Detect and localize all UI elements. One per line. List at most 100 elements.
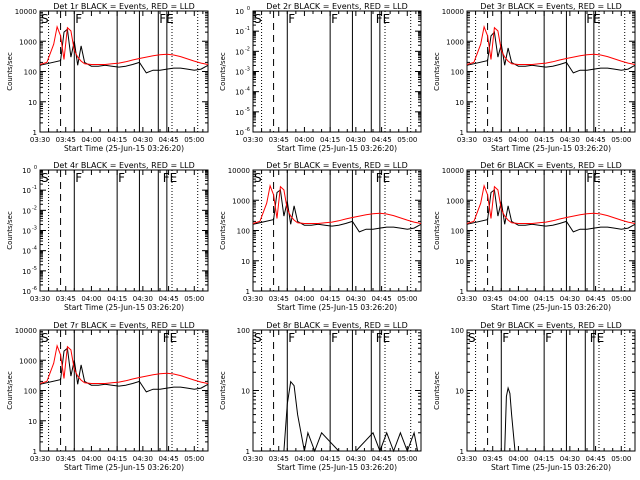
x-tick-label: 03:30: [243, 136, 263, 144]
y-tick-exponent: -2: [245, 46, 250, 52]
x-tick-label: 04:15: [107, 455, 127, 463]
y-axis-label: Counts/sec: [6, 211, 14, 250]
marker-label: F: [75, 12, 82, 26]
y-tick-exponent: -5: [32, 266, 37, 272]
marker-label: FE: [163, 331, 177, 345]
y-tick-exponent: 0: [247, 6, 250, 12]
plot-frame: [466, 10, 636, 133]
x-tick-label: 04:45: [158, 295, 178, 303]
y-axis-label: Counts/sec: [433, 211, 441, 250]
x-tick-label: 04:15: [534, 295, 554, 303]
y-tick-label: 1: [246, 448, 250, 456]
marker-label: S: [41, 331, 49, 345]
x-tick-label: 05:00: [397, 295, 417, 303]
marker-label: FE: [159, 12, 173, 26]
series-lld-line: [39, 24, 209, 65]
panel-det-8r: Det 8r BLACK = Events, RED = LLD 03:30 03:…: [219, 321, 422, 472]
x-tick-label: 03:30: [457, 455, 477, 463]
x-tick-label: 04:00: [81, 455, 101, 463]
series-events-line: [504, 386, 516, 452]
marker-label: S: [254, 171, 262, 185]
y-tick-exponent: -3: [32, 226, 37, 232]
y-tick-label: 10: [455, 388, 464, 396]
x-axis-label: Start Time (25-Jun-15 03:26:20): [277, 463, 397, 472]
panel-title: Det 2r BLACK = Events, RED = LLD: [266, 2, 408, 11]
x-tick-label: 04:15: [534, 455, 554, 463]
x-tick-label: 05:00: [184, 295, 204, 303]
y-tick-label: 10: [22, 268, 31, 276]
x-axis-label: Start Time (25-Jun-15 03:26:20): [491, 303, 611, 312]
y-tick-label: 10: [455, 258, 464, 266]
plot-frame: [252, 329, 422, 452]
y-tick-label: 100: [451, 228, 464, 236]
series-events-line: [283, 380, 419, 453]
y-tick-label: 100: [451, 69, 464, 77]
y-tick-exponent: -6: [32, 286, 37, 292]
x-tick-label: 03:45: [56, 136, 76, 144]
series-events-line: [39, 347, 209, 393]
y-tick-exponent: 0: [34, 165, 37, 171]
x-axis-label: Start Time (25-Jun-15 03:26:20): [491, 463, 611, 472]
y-tick-label: 10: [28, 99, 37, 107]
y-tick-label: 100: [237, 228, 250, 236]
y-axis-label: Counts/sec: [219, 371, 227, 410]
x-tick-label: 04:30: [346, 295, 366, 303]
x-tick-label: 04:00: [294, 455, 314, 463]
x-tick-label: 04:00: [81, 295, 101, 303]
y-tick-exponent: -3: [245, 67, 250, 73]
marker-label: FE: [586, 171, 600, 185]
x-tick-label: 03:30: [457, 136, 477, 144]
x-tick-label: 05:00: [397, 136, 417, 144]
panel-title: Det 9r BLACK = Events, RED = LLD: [480, 321, 622, 330]
x-tick-label: 04:15: [107, 295, 127, 303]
marker-label: FE: [376, 171, 390, 185]
x-tick-label: 04:45: [585, 295, 605, 303]
marker-label: F: [288, 12, 295, 26]
x-tick-label: 05:00: [611, 136, 631, 144]
plot-frame: [39, 169, 209, 292]
y-tick-exponent: -5: [245, 107, 250, 113]
x-tick-label: 04:00: [294, 295, 314, 303]
y-tick-label: 10: [241, 258, 250, 266]
plot-frame: [252, 169, 422, 292]
marker-label: F: [118, 171, 125, 185]
y-tick-exponent: -1: [245, 26, 250, 32]
x-tick-label: 04:30: [133, 455, 153, 463]
y-tick-label: 100: [24, 69, 37, 77]
marker-label: S: [254, 12, 262, 26]
marker-label: F: [331, 331, 338, 345]
y-tick-exponent: -4: [245, 87, 250, 93]
x-tick-label: 04:30: [346, 455, 366, 463]
x-tick-label: 04:45: [585, 455, 605, 463]
panel-det-9r: Det 9r BLACK = Events, RED = LLD 03:30 03:…: [433, 321, 636, 472]
x-tick-label: 04:30: [560, 136, 580, 144]
y-tick-label: 10: [235, 28, 244, 36]
y-tick-label: 100: [237, 327, 250, 335]
series-lld-line: [466, 24, 636, 65]
y-tick-label: 10: [22, 248, 31, 256]
x-tick-label: 03:45: [483, 295, 503, 303]
x-tick-label: 03:30: [457, 295, 477, 303]
x-axis-label: Start Time (25-Jun-15 03:26:20): [277, 144, 397, 153]
x-tick-label: 04:00: [81, 136, 101, 144]
x-tick-label: 04:30: [133, 295, 153, 303]
x-tick-label: 03:45: [483, 455, 503, 463]
y-tick-label: 1000: [446, 38, 464, 46]
y-tick-label: 10: [28, 418, 37, 426]
x-tick-label: 04:45: [158, 136, 178, 144]
panel-title: Det 3r BLACK = Events, RED = LLD: [480, 2, 622, 11]
y-tick-label: 10: [235, 129, 244, 137]
y-tick-label: 1: [33, 448, 37, 456]
y-tick-label: 10: [235, 109, 244, 117]
plot-frame: [39, 10, 209, 133]
marker-label: S: [41, 171, 49, 185]
y-tick-label: 1: [33, 129, 37, 137]
y-tick-label: 10: [235, 8, 244, 16]
x-tick-label: 03:45: [56, 455, 76, 463]
marker-label: F: [75, 171, 82, 185]
y-tick-label: 10: [22, 187, 31, 195]
x-tick-label: 04:00: [508, 455, 528, 463]
y-tick-exponent: -1: [32, 185, 37, 191]
y-tick-label: 1: [460, 288, 464, 296]
